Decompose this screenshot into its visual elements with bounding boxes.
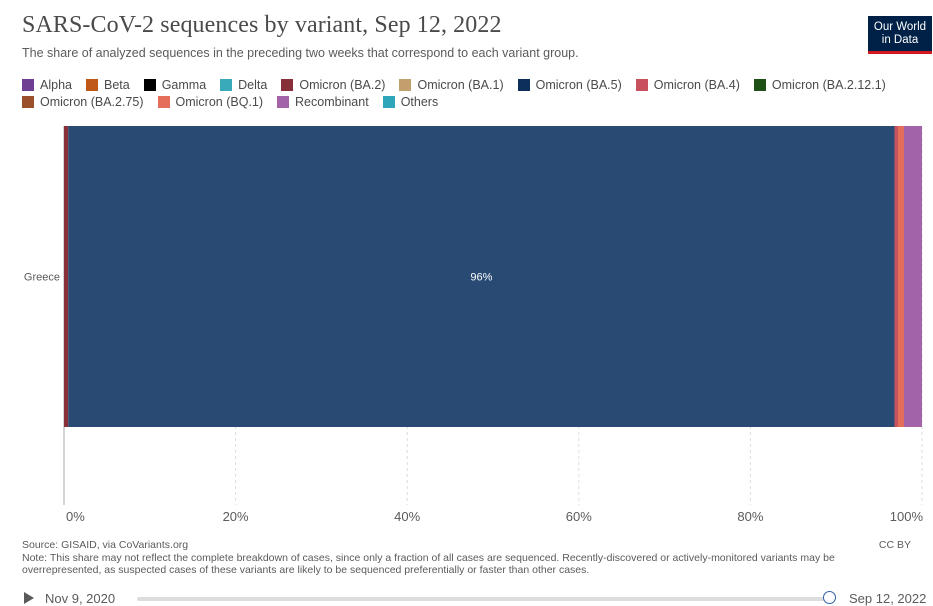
data-label: 96% — [470, 272, 492, 284]
x-tick-label: 100% — [890, 509, 924, 524]
legend: Alpha Beta Gamma Delta Omicron (BA.2) Omicron… — [22, 78, 912, 109]
legend-item-beta[interactable]: Beta — [85, 78, 130, 92]
footnote: Note: This share may not reflect the com… — [22, 552, 835, 576]
x-tick-label: 60% — [566, 509, 592, 524]
chart-subtitle: The share of analyzed sequences in the p… — [22, 46, 579, 60]
legend-swatch — [635, 79, 648, 91]
legend-item-alpha[interactable]: Alpha — [22, 78, 72, 92]
legend-item-omicron-ba-4[interactable]: Omicron (BA.4) — [635, 78, 740, 92]
legend-label: Beta — [103, 78, 130, 92]
legend-label: Gamma — [161, 78, 207, 92]
legend-swatch — [220, 79, 233, 91]
timeline-handle[interactable] — [823, 591, 836, 604]
legend-item-gamma[interactable]: Gamma — [143, 78, 207, 92]
legend-swatch — [382, 96, 395, 108]
legend-item-omicron-ba-2-75[interactable]: Omicron (BA.2.75) — [22, 95, 144, 109]
legend-swatch — [281, 79, 294, 91]
legend-label: Alpha — [40, 78, 72, 92]
chart-title: SARS-CoV-2 sequences by variant, Sep 12,… — [22, 12, 502, 38]
source-note: Source: GISAID, via CoVariants.org — [22, 539, 189, 551]
play-icon[interactable] — [24, 592, 34, 604]
timeline-track[interactable] — [137, 597, 829, 601]
legend-label: Omicron (BA.5) — [535, 78, 622, 92]
legend-label: Delta — [238, 78, 268, 92]
legend-swatch — [399, 79, 412, 91]
bar-segment-omicron-ba-2[interactable] — [64, 126, 69, 427]
x-tick-label: 0% — [66, 509, 85, 524]
legend-swatch — [22, 79, 34, 91]
legend-label: Omicron (BQ.1) — [175, 95, 264, 109]
legend-label: Omicron (BA.4) — [653, 78, 740, 92]
legend-swatch — [143, 79, 156, 91]
owid-logo[interactable]: Our World in Data — [868, 16, 932, 54]
x-tick-label: 80% — [737, 509, 763, 524]
legend-item-omicron-ba-1[interactable]: Omicron (BA.1) — [399, 78, 504, 92]
legend-swatch — [85, 79, 98, 91]
legend-swatch — [277, 96, 290, 108]
timeline: Nov 9, 2020 Sep 12, 2022 — [0, 588, 933, 606]
legend-label: Omicron (BA.2) — [299, 78, 386, 92]
legend-item-recombinant[interactable]: Recombinant — [277, 95, 369, 109]
legend-item-omicron-ba-5[interactable]: Omicron (BA.5) — [517, 78, 622, 92]
license-label[interactable]: CC BY — [878, 539, 911, 551]
legend-item-others[interactable]: Others — [382, 95, 439, 109]
bar-segment-recombinant[interactable] — [903, 126, 922, 427]
legend-label: Recombinant — [295, 95, 369, 109]
chart-plot: 0% 20% 40% 60% 80% 100% Greece 96% — [24, 126, 924, 524]
legend-item-omicron-ba-2[interactable]: Omicron (BA.2) — [281, 78, 385, 92]
timeline-start-label: Nov 9, 2020 — [45, 591, 116, 606]
legend-label: Omicron (BA.2.12.1) — [771, 78, 886, 92]
legend-swatch — [517, 79, 530, 91]
logo-line-2: in Data — [881, 34, 919, 46]
legend-item-delta[interactable]: Delta — [220, 78, 267, 92]
legend-label: Omicron (BA.1) — [417, 78, 504, 92]
legend-item-omicron-bq-1[interactable]: Omicron (BQ.1) — [157, 95, 264, 109]
legend-swatch — [753, 79, 766, 91]
category-label: Greece — [24, 272, 60, 284]
legend-label: Omicron (BA.2.75) — [40, 95, 144, 109]
bar-segment-omicron-bq-1[interactable] — [897, 126, 904, 427]
legend-swatch — [157, 96, 170, 108]
logo-line-1: Our World — [873, 21, 927, 33]
legend-label: Others — [400, 95, 439, 109]
legend-item-omicron-ba-2-12-1[interactable]: Omicron (BA.2.12.1) — [753, 78, 886, 92]
bar-segment-omicron-ba-5[interactable] — [68, 126, 895, 427]
bar-segment-omicron-ba-4[interactable] — [894, 126, 898, 427]
timeline-end-label: Sep 12, 2022 — [849, 591, 927, 606]
x-tick-label: 40% — [394, 509, 420, 524]
x-tick-label: 20% — [223, 509, 249, 524]
legend-swatch — [22, 96, 34, 108]
